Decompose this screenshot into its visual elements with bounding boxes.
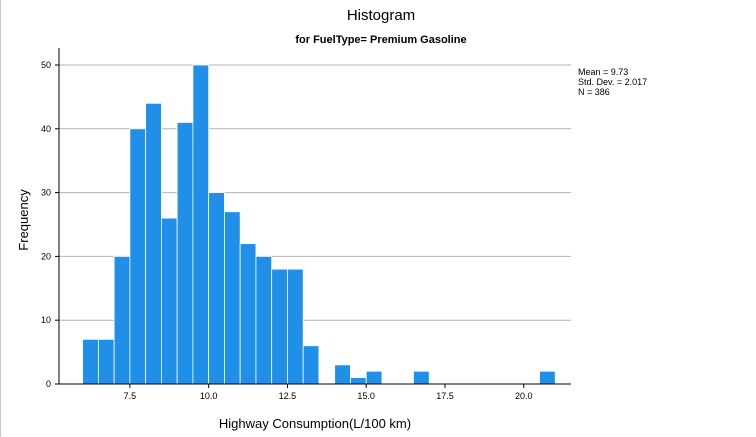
histogram-bar-5 (160, 217, 178, 385)
x-tick-label-0: 7.5 (124, 391, 137, 401)
histogram-bar-1 (97, 338, 115, 385)
histogram-bar-19 (539, 370, 556, 385)
histogram-bar-6 (176, 122, 194, 385)
histogram-bar-8 (208, 192, 225, 385)
x-axis-label: Highway Consumption(L/100 km) (219, 416, 411, 431)
histogram-bar-2 (113, 255, 131, 385)
y-tick-label-40: 40 (41, 124, 51, 134)
y-tick-label-30: 30 (41, 188, 51, 198)
x-axis-ticks: 7.5 10.0 12.5 15.0 17.5 20.0 (124, 384, 533, 401)
y-tick-label-10: 10 (41, 315, 51, 325)
x-tick-label-2: 12.5 (279, 391, 297, 401)
y-tick-label-50: 50 (41, 60, 51, 70)
x-tick-label-5: 20.0 (515, 391, 533, 401)
histogram-bar-11 (255, 255, 273, 385)
histogram-bar-18 (413, 370, 430, 385)
y-tick-label-0: 0 (46, 379, 51, 389)
histogram-bar-16 (350, 377, 367, 385)
bars (82, 64, 556, 385)
chart-title: Histogram (347, 7, 415, 24)
x-tick-label-3: 15.0 (357, 391, 375, 401)
histogram-bar-13 (287, 268, 304, 385)
stat-n: N = 386 (578, 87, 610, 97)
histogram-bar-14 (302, 345, 320, 385)
histogram-bar-12 (271, 268, 288, 385)
y-axis-ticks: 0 10 20 30 40 50 (41, 60, 59, 389)
histogram-bar-4 (145, 102, 162, 385)
histogram-bar-15 (334, 364, 351, 385)
histogram-bar-17 (365, 370, 383, 385)
x-tick-label-4: 17.5 (436, 391, 454, 401)
histogram-bar-10 (239, 243, 257, 385)
y-axis-label: Frequency (16, 189, 31, 251)
stat-std-dev: Std. Dev. = 2.017 (578, 77, 647, 87)
stat-mean: Mean = 9.73 (578, 67, 628, 77)
histogram-bar-7 (192, 64, 210, 385)
histogram-bar-9 (224, 211, 241, 385)
chart-subtitle: for FuelType= Premium Gasoline (295, 34, 466, 46)
window-edge (0, 0, 1, 437)
histogram-bar-3 (129, 128, 147, 385)
histogram-bar-0 (82, 338, 99, 385)
x-tick-label-1: 10.0 (200, 391, 218, 401)
y-tick-label-20: 20 (41, 251, 51, 261)
